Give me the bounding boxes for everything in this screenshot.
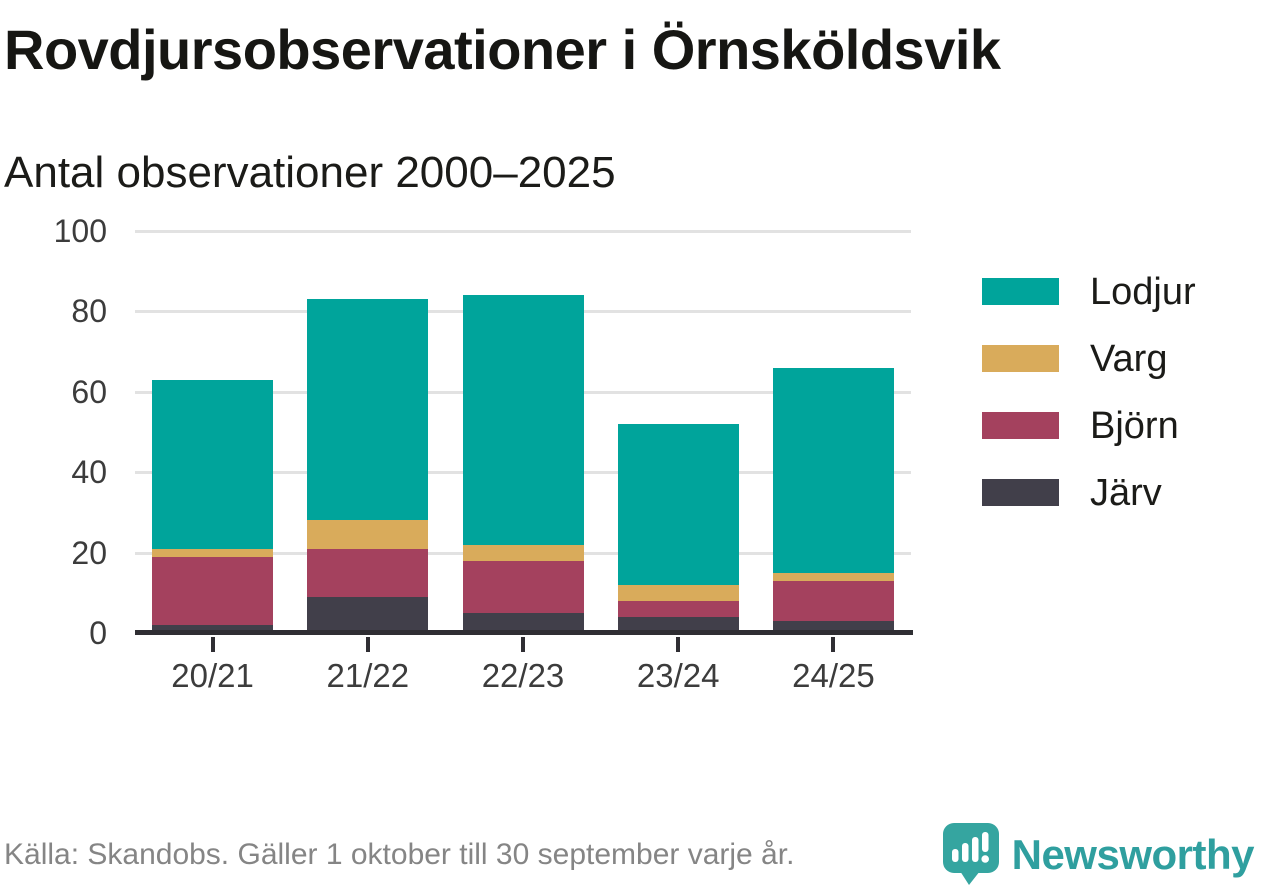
segment-lodjur-22/23 — [462, 295, 584, 545]
legend: Lodjur Varg Björn Järv — [982, 273, 1196, 541]
legend-swatch-varg — [982, 345, 1059, 373]
bar-slot-21/22 — [290, 231, 445, 652]
newsworthy-logo: Newsworthy — [942, 823, 1255, 887]
plot-area — [135, 229, 913, 652]
x-axis: 20/21 21/22 22/23 23/24 24/25 — [135, 657, 911, 695]
legend-item-varg: Varg — [982, 340, 1196, 378]
brand-name: Newsworthy — [1011, 831, 1255, 878]
legend-label-järv: Järv — [1090, 471, 1162, 514]
legend-item-lodjur: Lodjur — [982, 273, 1196, 311]
segment-lodjur-23/24 — [617, 423, 739, 585]
footer: Källa: Skandobs. Gäller 1 oktober till 3… — [4, 823, 1255, 887]
bar-22/23 — [462, 295, 584, 633]
segment-järv-24/25 — [772, 620, 894, 633]
y-tick-label-20: 20 — [71, 534, 107, 571]
segment-varg-24/25 — [772, 572, 894, 581]
segment-järv-20/21 — [152, 624, 274, 633]
chart-subtitle: Antal observationer 2000–2025 — [4, 148, 616, 198]
legend-swatch-järv — [982, 479, 1059, 507]
x-tick-22/23 — [521, 636, 525, 652]
legend-swatch-björn — [982, 412, 1059, 440]
y-axis: 0 20 40 60 80 100 — [0, 215, 135, 649]
x-label-22/23: 22/23 — [481, 656, 565, 694]
x-tick-20/21 — [210, 636, 215, 652]
legend-item-björn: Björn — [982, 407, 1196, 445]
bar-slot-24/25 — [756, 231, 911, 652]
segment-björn-23/24 — [617, 600, 739, 617]
segment-järv-22/23 — [462, 612, 584, 633]
bar-24/25 — [772, 367, 894, 633]
segment-varg-23/24 — [617, 584, 739, 601]
segment-lodjur-20/21 — [152, 379, 274, 549]
legend-label-björn: Björn — [1090, 404, 1179, 447]
x-label-23/24: 23/24 — [636, 656, 720, 694]
bar-21/22 — [307, 299, 429, 633]
bar-slot-23/24 — [601, 231, 756, 652]
legend-item-järv: Järv — [982, 474, 1196, 512]
y-tick-label-60: 60 — [71, 373, 107, 410]
source-note: Källa: Skandobs. Gäller 1 oktober till 3… — [4, 838, 795, 871]
segment-lodjur-21/22 — [307, 299, 429, 521]
segment-varg-22/23 — [462, 544, 584, 561]
x-label-24/25: 24/25 — [792, 656, 875, 694]
segment-björn-20/21 — [152, 556, 274, 625]
segment-varg-20/21 — [152, 548, 274, 557]
y-tick-label-40: 40 — [71, 454, 107, 491]
segment-björn-21/22 — [307, 548, 429, 597]
x-label-21/22: 21/22 — [326, 656, 410, 694]
legend-label-lodjur: Lodjur — [1090, 270, 1196, 313]
segment-björn-24/25 — [772, 580, 894, 621]
bar-group — [135, 231, 911, 652]
y-tick-label-100: 100 — [53, 212, 107, 249]
segment-järv-23/24 — [617, 616, 739, 633]
bar-slot-20/21 — [135, 231, 290, 652]
x-axis-line — [135, 629, 913, 635]
newsworthy-speech-bubble-bar-chart-icon — [942, 823, 999, 885]
chart-title: Rovdjursobservationer i Örnsköldsvik — [4, 18, 1001, 81]
y-tick-label-80: 80 — [71, 293, 107, 330]
x-tick-24/25 — [831, 636, 836, 652]
x-tick-23/24 — [676, 636, 681, 652]
legend-label-varg: Varg — [1090, 337, 1168, 380]
gridline-100 — [135, 229, 911, 233]
bar-23/24 — [617, 423, 739, 633]
segment-järv-21/22 — [307, 596, 429, 633]
y-tick-label-0: 0 — [89, 614, 107, 651]
segment-lodjur-24/25 — [772, 367, 894, 573]
bar-slot-22/23 — [445, 231, 600, 652]
chart: 0 20 40 60 80 100 Lodjur Varg Björn Järv — [0, 215, 1262, 652]
legend-swatch-lodjur — [982, 278, 1059, 306]
segment-björn-22/23 — [462, 560, 584, 613]
bar-20/21 — [152, 379, 274, 633]
x-label-20/21: 20/21 — [171, 656, 254, 694]
x-tick-21/22 — [365, 636, 370, 652]
segment-varg-21/22 — [307, 520, 429, 549]
